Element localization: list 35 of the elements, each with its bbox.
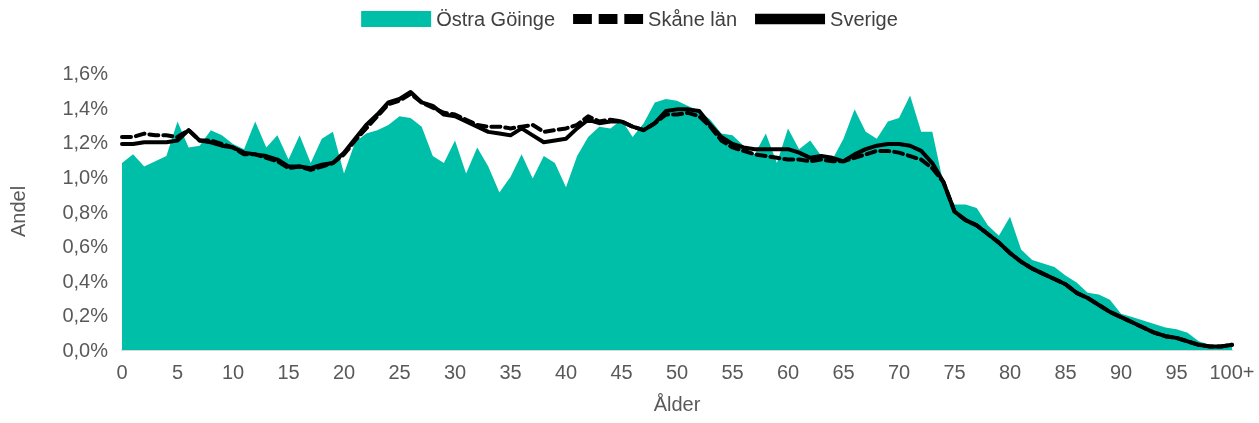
x-tick-label: 100+ bbox=[1209, 361, 1255, 383]
x-tick-label: 60 bbox=[776, 361, 800, 383]
x-tick-label: 5 bbox=[171, 361, 184, 383]
x-tick-label: 20 bbox=[332, 361, 356, 383]
x-tick-label: 10 bbox=[221, 361, 245, 383]
x-tick-label: 45 bbox=[610, 361, 633, 383]
x-tick-label: 65 bbox=[832, 361, 855, 383]
x-tick-label: 95 bbox=[1165, 361, 1188, 383]
x-tick-label: 40 bbox=[554, 361, 578, 383]
legend-label: Skåne län bbox=[648, 8, 738, 30]
x-tick-label: 55 bbox=[721, 361, 744, 383]
x-tick-label: 85 bbox=[1054, 361, 1077, 383]
y-tick-label: 1,6% bbox=[62, 62, 109, 84]
x-tick-label: 70 bbox=[887, 361, 911, 383]
y-axis-title: Andel bbox=[7, 185, 29, 238]
y-tick-label: 0,8% bbox=[62, 200, 109, 223]
x-tick-label: 80 bbox=[998, 361, 1022, 383]
y-tick-label: 0,0% bbox=[62, 339, 109, 361]
x-tick-label: 30 bbox=[443, 361, 467, 383]
y-tick-label: 1,0% bbox=[62, 165, 109, 188]
x-tick-label: 35 bbox=[499, 361, 522, 383]
x-tick-label: 0 bbox=[116, 361, 128, 383]
x-tick-label: 15 bbox=[277, 361, 300, 383]
y-tick-label: 1,4% bbox=[62, 96, 109, 119]
x-tick-label: 90 bbox=[1109, 361, 1133, 383]
legend-label: Östra Göinge bbox=[436, 8, 556, 30]
y-tick-label: 0,6% bbox=[62, 235, 109, 258]
x-axis-title: Ålder bbox=[653, 393, 701, 415]
x-tick-label: 50 bbox=[665, 361, 689, 383]
x-tick-label: 75 bbox=[943, 361, 966, 383]
y-tick-label: 1,2% bbox=[62, 131, 109, 154]
y-tick-label: 0,2% bbox=[62, 304, 109, 327]
legend-label: Sverige bbox=[830, 8, 898, 30]
y-tick-label: 0,4% bbox=[62, 269, 109, 292]
x-tick-label: 25 bbox=[388, 361, 411, 383]
